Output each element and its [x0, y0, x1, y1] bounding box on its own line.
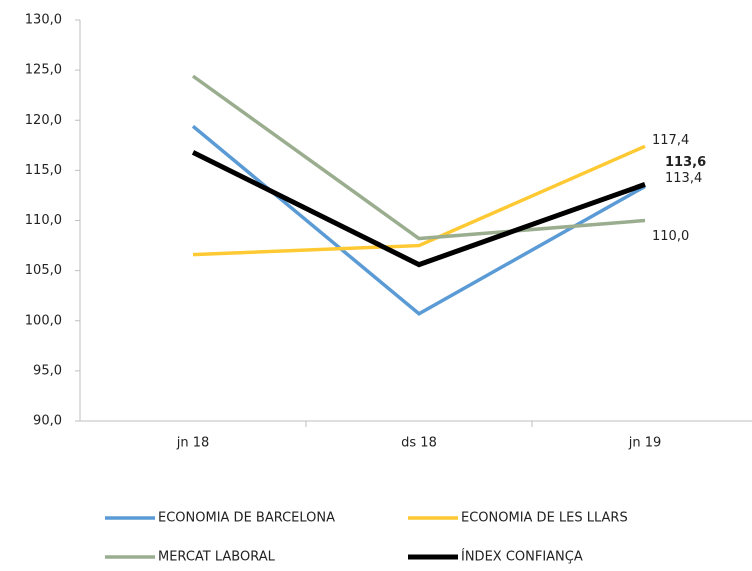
data-label: 110,0	[652, 229, 689, 244]
x-tick-label: jn 18	[176, 436, 210, 451]
series-line	[191, 74, 646, 241]
y-tick-label: 90,0	[33, 414, 62, 429]
data-label: 113,4	[665, 171, 702, 186]
series-line	[191, 124, 646, 316]
data-label: 117,4	[652, 133, 689, 148]
x-tick-label: ds 18	[401, 436, 437, 451]
y-tick-label: 125,0	[25, 63, 62, 78]
legend-label: ECONOMIA DE LES LLARS	[461, 511, 628, 526]
y-tick-label: 130,0	[25, 13, 62, 28]
y-tick-label: 115,0	[25, 163, 62, 178]
y-tick-label: 95,0	[33, 363, 62, 378]
legend-label: MERCAT LABORAL	[158, 550, 276, 565]
y-tick-label: 105,0	[25, 263, 62, 278]
legend-label: ECONOMIA DE BARCELONA	[158, 511, 335, 526]
series-line	[191, 150, 646, 268]
y-tick-label: 110,0	[25, 213, 62, 228]
data-label: 113,6	[665, 155, 706, 170]
legend-label: ÍNDEX CONFIANÇA	[461, 549, 583, 565]
x-tick-label: jn 19	[628, 436, 662, 451]
y-tick-label: 100,0	[25, 313, 62, 328]
series-line	[192, 144, 646, 257]
y-tick-label: 120,0	[25, 113, 62, 128]
